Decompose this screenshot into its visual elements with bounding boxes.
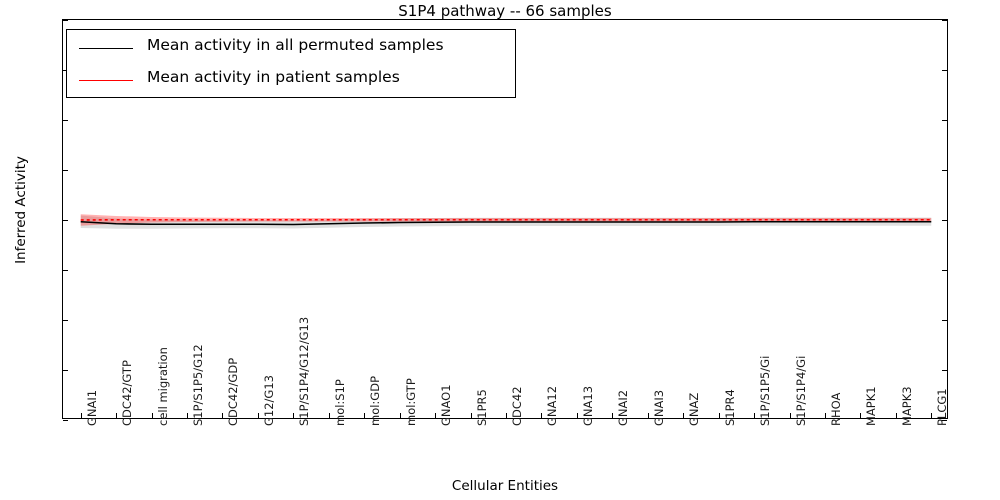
x-tick-mark: [718, 413, 720, 418]
chart-title: S1P4 pathway -- 66 samples: [398, 2, 612, 20]
y-tick-mark-right: [942, 420, 947, 421]
y-tick-mark-right: [942, 320, 947, 321]
confidence-band-patient: [80, 214, 932, 226]
x-tick-mark: [293, 413, 295, 418]
plot-area: [62, 19, 948, 421]
x-tick-label: GNA13: [580, 385, 595, 426]
x-tick-label: CDC42/GTP: [120, 360, 135, 426]
x-tick-label: S1P/S1P5/G12: [191, 344, 206, 426]
x-tick-label: S1PR4: [722, 389, 737, 426]
y-tick-mark: [63, 220, 68, 221]
x-tick-mark: [116, 413, 118, 418]
x-tick-mark: [647, 413, 649, 418]
x-tick-mark: [931, 413, 933, 418]
x-tick-mark: [824, 413, 826, 418]
y-tick-mark: [63, 320, 68, 321]
x-tick-label: S1P/S1P5/Gi: [758, 355, 773, 426]
x-tick-label: mol:S1P: [332, 379, 347, 426]
y-tick-mark-right: [942, 220, 947, 221]
y-tick-mark: [63, 270, 68, 271]
x-tick-mark: [895, 413, 897, 418]
line-permuted-mean: [80, 220, 932, 226]
y-tick-mark: [63, 120, 68, 121]
x-tick-mark: [257, 413, 259, 418]
legend-swatch-permuted: [79, 48, 133, 49]
x-tick-mark: [187, 413, 189, 418]
y-tick-mark-right: [942, 120, 947, 121]
chart-data-layer: [80, 214, 932, 229]
x-tick-label: GNA12: [545, 385, 560, 426]
x-tick-mark: [860, 413, 862, 418]
x-tick-mark: [470, 413, 472, 418]
y-tick-mark-right: [942, 370, 947, 371]
x-tick-label: GNAI2: [616, 389, 631, 426]
x-tick-label: PLCG1: [935, 388, 950, 426]
legend-entry-permuted: Mean activity in all permuted samples: [67, 32, 515, 64]
x-tick-mark: [328, 413, 330, 418]
x-tick-mark: [222, 413, 224, 418]
x-tick-mark: [151, 413, 153, 418]
x-tick-label: S1P/S1P4/G12/G13: [297, 316, 312, 426]
x-tick-mark: [506, 413, 507, 418]
y-tick-mark: [63, 70, 68, 71]
x-tick-label: S1PR5: [474, 389, 489, 426]
y-tick-mark: [63, 370, 68, 371]
x-tick-label: CDC42: [510, 386, 524, 426]
x-tick-label: GNAO1: [439, 384, 454, 426]
x-tick-mark: [541, 413, 543, 418]
x-tick-mark: [612, 413, 614, 418]
x-tick-mark: [683, 413, 685, 418]
x-tick-mark: [80, 413, 82, 418]
x-tick-label: MAPK3: [899, 386, 914, 426]
y-tick-mark-right: [942, 20, 947, 21]
x-tick-mark: [435, 413, 437, 418]
y-tick-mark: [63, 420, 68, 421]
x-tick-mark: [364, 413, 366, 418]
x-tick-label: S1P/S1P4/Gi: [793, 355, 808, 426]
y-axis-label: Inferred Activity: [13, 156, 29, 264]
x-tick-label: GNAZ: [687, 392, 702, 426]
legend-entry-patient: Mean activity in patient samples: [67, 64, 515, 96]
legend-label-permuted: Mean activity in all permuted samples: [147, 36, 444, 54]
x-tick-label: GNAI3: [651, 389, 666, 426]
x-tick-mark: [399, 413, 401, 418]
x-tick-label: mol:GDP: [368, 375, 383, 426]
x-tick-label: CDC42/GDP: [226, 357, 241, 426]
x-tick-mark: [754, 413, 756, 418]
x-tick-label: RHOA: [828, 392, 843, 426]
y-tick-mark: [63, 20, 68, 21]
x-axis-label: Cellular Entities: [451, 478, 559, 494]
y-tick-mark: [63, 170, 68, 171]
x-tick-mark: [789, 413, 791, 418]
x-tick-label: GNAI1: [84, 389, 99, 426]
x-tick-label: G12/G13: [261, 375, 276, 426]
y-tick-mark-right: [942, 70, 947, 71]
legend-swatch-patient: [79, 80, 133, 81]
chart-legend: Mean activity in all permuted samples Me…: [66, 29, 516, 98]
x-tick-label: mol:GTP: [403, 378, 418, 426]
x-tick-label: MAPK1: [864, 386, 879, 426]
x-tick-mark: [576, 413, 578, 418]
y-tick-mark-right: [942, 170, 947, 171]
x-tick-label: cell migration: [155, 347, 170, 426]
y-tick-mark-right: [942, 270, 947, 271]
legend-label-patient: Mean activity in patient samples: [147, 68, 400, 86]
